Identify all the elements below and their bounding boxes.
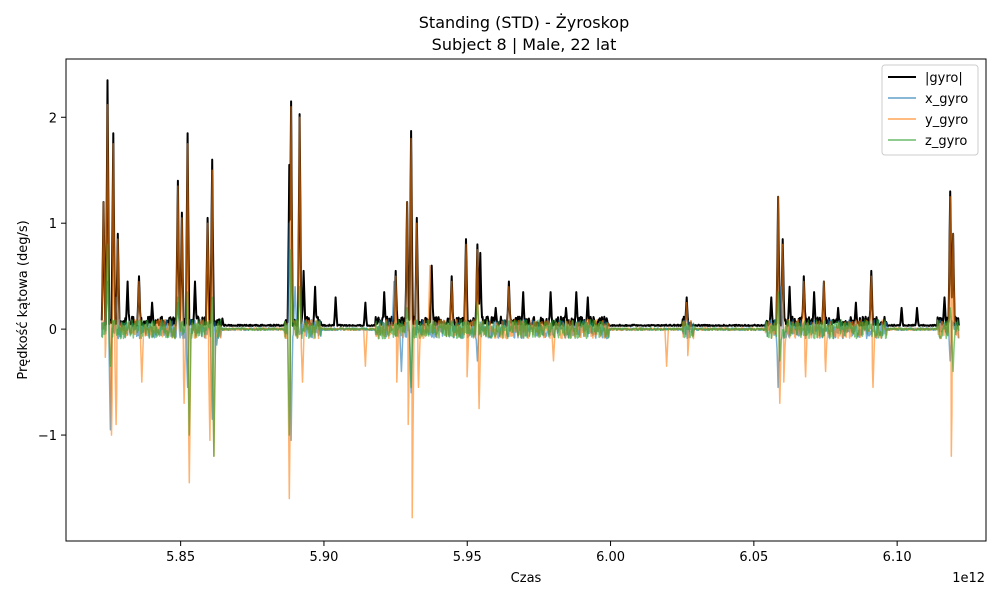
series-line-gyro [100, 79, 960, 327]
series-layer [100, 79, 960, 519]
legend-frame [881, 64, 979, 156]
x-tick-label: 6.00 [596, 550, 625, 565]
y-axis-label: Prędkość kątowa (deg/s) [16, 220, 31, 379]
series-line-zgyro [101, 243, 960, 458]
x-axis-offset-label: 1e12 [952, 571, 985, 586]
y-tick-label: 2 [49, 111, 57, 126]
x-axis-ticks: 5.85 5.90 5.95 6.00 6.05 6.10 [166, 541, 912, 565]
x-tick-label: 5.95 [453, 550, 482, 565]
x-tick-label: 5.90 [309, 550, 338, 565]
legend-label: z_gyro [925, 134, 967, 149]
x-axis-label: Czas [511, 571, 542, 586]
chart-title: Standing (STD) - Żyroskop [419, 13, 629, 32]
legend-label: |gyro| [925, 71, 963, 86]
y-axis-ticks: −1 0 1 2 [38, 111, 66, 444]
x-tick-label: 6.05 [739, 550, 768, 565]
legend-label: y_gyro [925, 113, 968, 128]
y-tick-label: 0 [49, 323, 57, 338]
x-tick-label: 5.85 [166, 550, 195, 565]
legend-label: x_gyro [925, 92, 968, 107]
x-tick-label: 6.10 [883, 550, 912, 565]
y-tick-label: −1 [38, 429, 57, 444]
legend: |gyro| x_gyro y_gyro z_gyro [881, 64, 979, 156]
plot-frame [65, 58, 987, 542]
series-line-ygyro [101, 103, 960, 519]
y-tick-label: 1 [49, 217, 57, 232]
chart-subtitle: Subject 8 | Male, 22 lat [432, 35, 617, 54]
